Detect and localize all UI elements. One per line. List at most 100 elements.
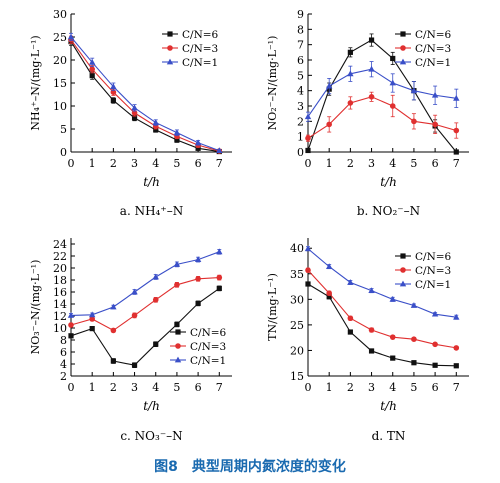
x-tick-label: 7 bbox=[216, 157, 223, 170]
x-tick-label: 2 bbox=[110, 381, 117, 394]
data-point bbox=[389, 103, 396, 109]
data-point bbox=[174, 137, 180, 143]
panel-caption: a. NH₄⁺–N bbox=[120, 204, 183, 218]
data-point bbox=[174, 282, 180, 288]
legend-label: C/N=3 bbox=[182, 43, 218, 55]
legend-marker bbox=[400, 31, 406, 37]
series-cn6 bbox=[68, 285, 222, 369]
legend-marker bbox=[174, 356, 182, 363]
legend-entry: C/N=6 bbox=[395, 251, 452, 263]
y-tick-label: 2 bbox=[60, 370, 67, 383]
data-point bbox=[347, 279, 354, 285]
y-tick-label: 0 bbox=[297, 146, 304, 159]
data-point bbox=[432, 362, 438, 368]
data-point bbox=[453, 94, 460, 101]
y-tick-label: 0 bbox=[60, 146, 67, 159]
x-tick-label: 0 bbox=[68, 157, 75, 170]
series-line bbox=[70, 277, 220, 332]
series-line bbox=[70, 41, 220, 153]
legend-label: C/N=1 bbox=[182, 57, 218, 69]
y-tick-label: 7 bbox=[297, 39, 304, 52]
x-tick-label: 4 bbox=[389, 157, 396, 170]
data-point bbox=[88, 58, 96, 65]
x-tick-label: 3 bbox=[131, 157, 138, 170]
x-tick-label: 6 bbox=[432, 157, 439, 170]
series-cn6 bbox=[305, 33, 459, 155]
x-tick-label: 7 bbox=[453, 157, 460, 170]
x-tick-label: 4 bbox=[389, 381, 396, 394]
panel-caption: d. TN bbox=[372, 429, 406, 443]
legend-label: C/N=3 bbox=[415, 43, 451, 55]
legend-label: C/N=1 bbox=[415, 279, 451, 291]
data-point bbox=[152, 119, 159, 125]
data-point bbox=[152, 273, 159, 280]
legend-marker bbox=[175, 343, 181, 349]
data-point bbox=[110, 358, 116, 364]
data-point bbox=[368, 94, 375, 100]
data-point bbox=[368, 65, 375, 72]
y-tick-label: 20 bbox=[53, 54, 67, 67]
legend-entry: C/N=3 bbox=[162, 43, 218, 55]
data-point bbox=[216, 285, 222, 291]
data-point bbox=[194, 256, 202, 262]
data-point bbox=[131, 362, 138, 368]
data-point bbox=[347, 329, 353, 335]
data-point bbox=[432, 341, 438, 348]
series-line bbox=[70, 251, 220, 316]
data-point bbox=[153, 127, 159, 133]
data-point bbox=[325, 82, 333, 89]
data-point bbox=[347, 315, 354, 322]
x-tick-label: 1 bbox=[326, 381, 333, 394]
data-point bbox=[431, 91, 439, 98]
legend-entry: C/N=1 bbox=[395, 57, 451, 69]
y-tick-label: 10 bbox=[53, 100, 67, 113]
data-point bbox=[304, 113, 312, 120]
y-tick-label: 16 bbox=[53, 286, 67, 299]
series-cn3 bbox=[68, 274, 223, 334]
y-tick-label: 30 bbox=[53, 8, 67, 21]
legend-label: C/N=1 bbox=[190, 355, 226, 367]
legend-marker bbox=[175, 329, 181, 335]
x-axis-label: t/h bbox=[143, 399, 160, 413]
data-point bbox=[89, 326, 95, 332]
legend-label: C/N=6 bbox=[190, 327, 227, 339]
legend-label: C/N=3 bbox=[415, 265, 451, 277]
series-cn1 bbox=[67, 32, 223, 154]
y-axis-label: NO₂⁻–N/(mg·L⁻¹) bbox=[266, 36, 279, 131]
data-point bbox=[195, 300, 201, 306]
data-point bbox=[389, 79, 396, 86]
legend-entry: C/N=3 bbox=[395, 265, 451, 277]
series-cn1 bbox=[67, 248, 223, 318]
legend-label: C/N=6 bbox=[415, 251, 452, 263]
y-tick-label: 8 bbox=[297, 23, 304, 36]
x-tick-label: 6 bbox=[432, 381, 439, 394]
y-tick-label: 14 bbox=[53, 298, 67, 311]
x-tick-label: 0 bbox=[68, 381, 75, 394]
x-tick-label: 0 bbox=[305, 157, 312, 170]
x-tick-label: 6 bbox=[195, 381, 202, 394]
legend-marker bbox=[399, 280, 407, 287]
legend-entry: C/N=1 bbox=[170, 355, 226, 367]
legend-marker bbox=[400, 267, 406, 273]
data-point bbox=[173, 261, 181, 267]
data-point bbox=[216, 248, 223, 255]
data-point bbox=[153, 341, 159, 347]
x-tick-label: 4 bbox=[152, 381, 159, 394]
data-point bbox=[390, 355, 396, 361]
y-tick-label: 18 bbox=[53, 274, 67, 287]
legend-label: C/N=6 bbox=[415, 29, 452, 41]
x-tick-label: 1 bbox=[89, 381, 96, 394]
data-point bbox=[389, 295, 396, 302]
legend-entry: C/N=6 bbox=[395, 29, 452, 41]
x-axis-label: t/h bbox=[380, 175, 397, 189]
data-point bbox=[194, 139, 202, 146]
y-tick-label: 25 bbox=[290, 319, 304, 332]
y-tick-label: 15 bbox=[290, 370, 304, 383]
y-axis-label: TN/(mg·L⁻¹) bbox=[266, 273, 279, 341]
data-point bbox=[390, 55, 396, 62]
y-tick-label: 4 bbox=[60, 358, 67, 371]
panel-a: 0 5 10 15 20 25 30 0 1 2 3 4 5 6 7 NH₄⁺–N/(mg·L⁻¹) t/h a.… bbox=[29, 8, 232, 218]
data-point bbox=[131, 312, 138, 319]
